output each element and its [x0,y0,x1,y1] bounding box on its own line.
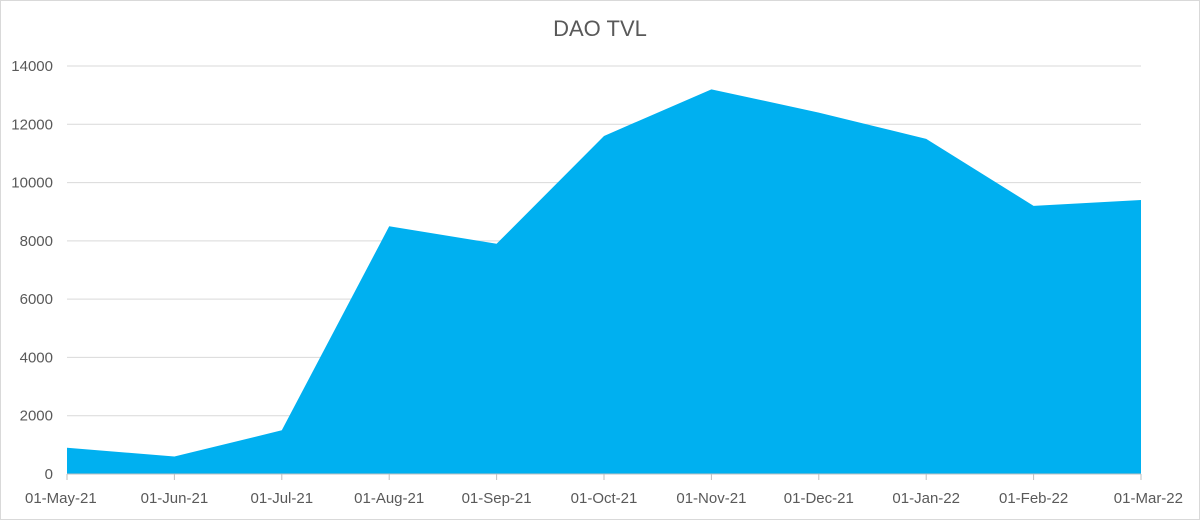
tick-labels: 0 2000 4000 6000 8000 10000 12000 14000 01-May-2… [11,58,1183,507]
y-tick-label: 6000 [20,291,53,308]
x-tick-label: 01-Nov-21 [676,490,746,507]
chart-title: DAO TVL [553,16,647,41]
y-tick-label: 0 [45,466,53,483]
x-tick-label: 01-Mar-22 [1114,490,1183,507]
x-tick-label: 01-Jun-21 [141,490,209,507]
x-tick-label: 01-Feb-22 [999,490,1068,507]
axes [66,473,1142,480]
x-tick-label: 01-Aug-21 [354,490,424,507]
x-tick-label: 01-Dec-21 [784,490,854,507]
y-tick-label: 4000 [20,349,53,366]
x-tick-label: 01-Sep-21 [462,490,532,507]
y-tick-label: 8000 [20,233,53,250]
y-tick-label: 12000 [11,116,53,133]
x-tick-label: 01-May-21 [25,490,97,507]
y-tick-label: 2000 [20,408,53,425]
x-tick-label: 01-Jul-21 [251,490,314,507]
y-tick-label: 10000 [11,175,53,192]
x-tick-label: 01-Oct-21 [571,490,638,507]
x-tick-label: 01-Jan-22 [892,490,960,507]
area-series [67,89,1141,475]
y-tick-label: 14000 [11,58,53,75]
series-area [67,89,1141,475]
